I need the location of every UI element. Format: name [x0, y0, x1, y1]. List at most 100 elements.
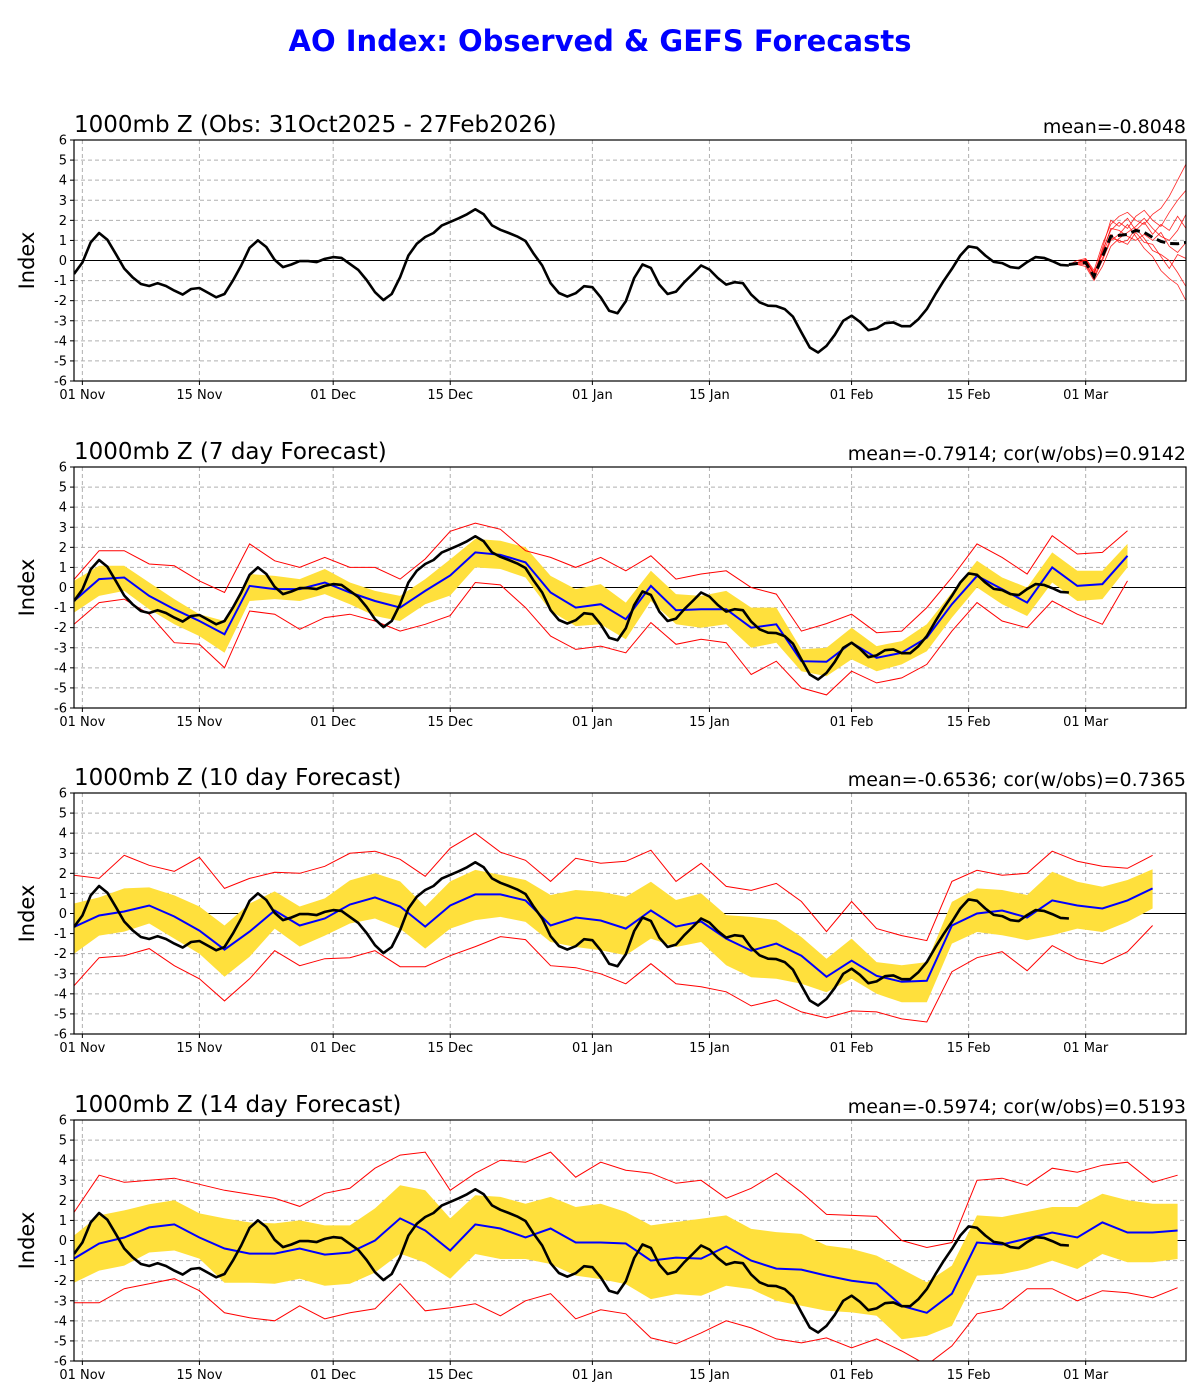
y-axis-label: Index: [15, 1212, 39, 1270]
ensemble-member-line: [1068, 231, 1186, 278]
y-tick-label: -5: [54, 681, 67, 696]
y-tick-label: -6: [54, 1355, 67, 1370]
panel-1: -6 -5 -4 -3 -2 -1 0 1 2 3 4 5 6 01 Nov 15 Nov 01 Dec 15 …: [15, 439, 1187, 730]
y-tick-label: -4: [54, 661, 67, 676]
plot-area: [74, 522, 1129, 696]
y-tick-label: -6: [54, 375, 67, 390]
figure-title: AO Index: Observed & GEFS Forecasts: [289, 24, 912, 58]
y-tick-label: -6: [54, 1028, 67, 1043]
x-tick-label: 15 Dec: [427, 388, 473, 403]
x-tick-label: 15 Feb: [947, 715, 991, 730]
panel-stats: mean=-0.7914; cor(w/obs)=0.9142: [848, 443, 1186, 465]
y-tick-label: -2: [54, 947, 67, 962]
x-tick-label: 15 Nov: [176, 1368, 222, 1383]
panel-2: -6 -5 -4 -3 -2 -1 0 1 2 3 4 5 6 01 Nov 15 Nov 01 Dec 15 …: [15, 765, 1187, 1056]
x-tick-label: 01 Jan: [572, 715, 613, 730]
axes-frame: [73, 1119, 1187, 1362]
x-tick-label: 01 Dec: [310, 715, 356, 730]
x-tick-label: 01 Dec: [310, 1368, 356, 1383]
x-tick-label: 01 Nov: [59, 388, 105, 403]
max-line: [74, 832, 1153, 942]
y-tick-label: 1: [59, 1214, 67, 1229]
y-axis-label: Index: [15, 232, 39, 290]
x-tick-label: 15 Jan: [689, 388, 730, 403]
x-tick-label: 01 Mar: [1063, 1041, 1109, 1056]
x-tick-label: 01 Mar: [1063, 388, 1109, 403]
y-tick-label: 1: [59, 887, 67, 902]
x-tick-label: 15 Nov: [176, 1041, 222, 1056]
ensemble-member-line: [1068, 227, 1186, 274]
y-tick-label: -3: [54, 314, 67, 329]
y-tick-label: 4: [59, 174, 67, 189]
axes-frame: [73, 139, 1187, 382]
x-tick-label: 01 Nov: [59, 715, 105, 730]
y-tick-label: -1: [54, 927, 67, 942]
ensemble-member-line: [1068, 223, 1186, 301]
spread-band: [74, 1185, 1178, 1340]
y-tick-label: 0: [59, 581, 67, 596]
x-tick-label: 15 Feb: [947, 1368, 991, 1383]
y-tick-label: -4: [54, 334, 67, 349]
y-tick-label: 5: [59, 154, 67, 169]
x-tick-label: 01 Mar: [1063, 1368, 1109, 1383]
y-tick-label: 0: [59, 254, 67, 269]
y-tick-label: 3: [59, 194, 67, 209]
y-tick-label: 3: [59, 847, 67, 862]
y-tick-label: 4: [59, 1154, 67, 1169]
y-tick-label: -2: [54, 294, 67, 309]
y-tick-label: -6: [54, 702, 67, 717]
y-tick-label: -2: [54, 1274, 67, 1289]
x-tick-label: 15 Dec: [427, 715, 473, 730]
ensemble-mean-line: [74, 551, 1129, 663]
y-tick-label: -3: [54, 641, 67, 656]
spread-band: [74, 538, 1128, 677]
y-tick-label: -5: [54, 1334, 67, 1349]
ensemble-mean-dashed-line: [1068, 228, 1186, 280]
panel-title: 1000mb Z (7 day Forecast): [74, 439, 387, 465]
x-tick-label: 01 Mar: [1063, 715, 1109, 730]
panel-stats: mean=-0.8048: [1043, 116, 1186, 138]
y-tick-label: 2: [59, 867, 67, 882]
panel-0: -6 -5 -4 -3 -2 -1 0 1 2 3 4 5 6 01 Nov 15 Nov 01 Dec 15 …: [15, 112, 1187, 403]
plot-area: [74, 832, 1154, 1023]
ensemble-member-line: [1068, 163, 1186, 272]
x-tick-label: 15 Nov: [176, 388, 222, 403]
y-axis-label: Index: [15, 559, 39, 617]
y-tick-label: -2: [54, 621, 67, 636]
min-line: [74, 925, 1153, 1023]
panel-title: 1000mb Z (14 day Forecast): [74, 1092, 401, 1118]
panel-3: -6 -5 -4 -3 -2 -1 0 1 2 3 4 5 6 01 Nov 15 Nov 01 Dec 15 …: [15, 1092, 1187, 1383]
y-tick-label: -1: [54, 274, 67, 289]
y-tick-label: 0: [59, 1234, 67, 1249]
panel-stats: mean=-0.5974; cor(w/obs)=0.5193: [848, 1096, 1186, 1118]
x-tick-label: 01 Jan: [572, 1368, 613, 1383]
x-tick-label: 15 Nov: [176, 715, 222, 730]
ensemble-member-line: [1068, 214, 1186, 282]
x-tick-label: 01 Nov: [59, 1368, 105, 1383]
axes-frame: [73, 466, 1187, 709]
y-tick-label: -1: [54, 1254, 67, 1269]
y-axis-label: Index: [15, 885, 39, 943]
min-line: [74, 1278, 1178, 1361]
panel-title: 1000mb Z (10 day Forecast): [74, 765, 401, 791]
y-tick-label: 0: [59, 907, 67, 922]
y-tick-label: 3: [59, 521, 67, 536]
y-tick-label: 5: [59, 1134, 67, 1149]
y-tick-label: 2: [59, 214, 67, 229]
plot-area: [74, 1151, 1178, 1361]
y-tick-label: -4: [54, 987, 67, 1002]
y-tick-label: 4: [59, 501, 67, 516]
y-tick-label: 6: [59, 134, 67, 149]
y-tick-label: 1: [59, 234, 67, 249]
y-tick-label: 3: [59, 1174, 67, 1189]
y-tick-label: -3: [54, 967, 67, 982]
y-tick-label: -3: [54, 1294, 67, 1309]
y-tick-label: 6: [59, 1114, 67, 1129]
max-line: [74, 1151, 1178, 1249]
panel-stats: mean=-0.6536; cor(w/obs)=0.7365: [848, 769, 1186, 791]
max-line: [74, 522, 1128, 634]
x-tick-label: 15 Jan: [689, 1041, 730, 1056]
x-tick-label: 01 Jan: [572, 1041, 613, 1056]
x-tick-label: 01 Dec: [310, 388, 356, 403]
